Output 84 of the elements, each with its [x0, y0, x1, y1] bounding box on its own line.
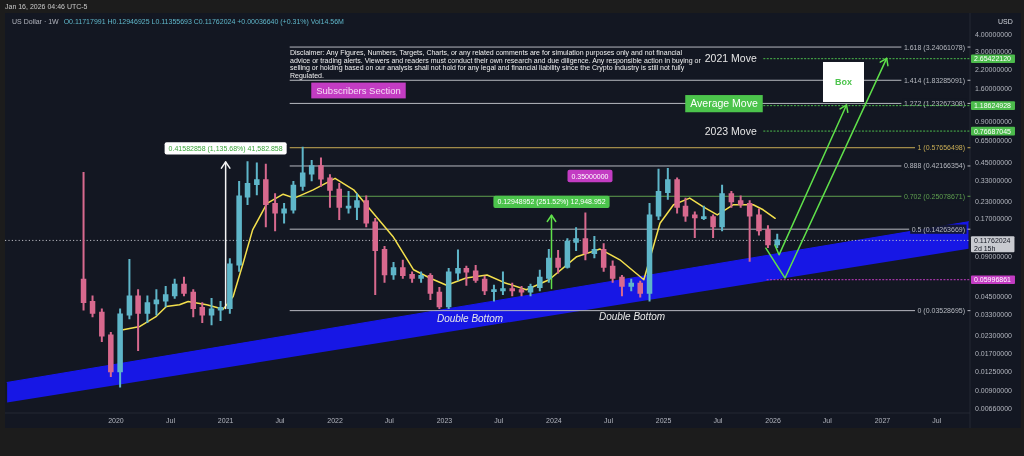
candlestick [737, 195, 744, 208]
candlestick [227, 258, 233, 314]
candlestick [463, 265, 470, 286]
candlestick [190, 289, 197, 318]
candlestick [80, 172, 87, 311]
candlestick [299, 146, 306, 191]
candlestick [455, 249, 461, 281]
candlestick [728, 190, 735, 208]
annotation: Average Move [690, 97, 758, 110]
candlestick [674, 177, 680, 214]
candlestick [254, 162, 260, 196]
candlestick [500, 271, 506, 295]
candlestick [655, 168, 662, 220]
candlestick [582, 212, 589, 261]
candlestick [546, 248, 552, 283]
candlestick [308, 159, 315, 182]
candlestick [135, 289, 141, 351]
candlestick [555, 250, 561, 274]
annotation: Box [834, 77, 852, 88]
candlestick [537, 269, 543, 292]
candlestick [244, 161, 251, 205]
line-series [122, 177, 776, 331]
candlestick [628, 278, 635, 292]
candlestick [418, 271, 424, 283]
candlestick [400, 259, 406, 279]
candlestick [99, 308, 105, 342]
candlestick [692, 211, 698, 238]
candlestick [318, 157, 324, 187]
candlestick [126, 259, 133, 320]
candlestick [372, 217, 378, 295]
candlestick [89, 295, 96, 318]
candlestick [171, 278, 178, 299]
candlestick [162, 285, 169, 308]
candlestick [591, 235, 598, 259]
candlestick [363, 195, 369, 228]
candlestick [290, 181, 297, 214]
candlestick [336, 182, 343, 220]
annotation: Double Bottom [436, 313, 504, 324]
candlestick [573, 227, 579, 251]
candlestick [272, 193, 278, 232]
candlestick [327, 174, 333, 208]
candlestick [682, 197, 689, 222]
candlestick [436, 287, 443, 309]
candlestick [472, 264, 479, 283]
candlestick [236, 181, 242, 272]
candlestick [345, 190, 352, 214]
candlestick [491, 284, 497, 302]
candlestick [390, 261, 397, 280]
candlestick [108, 332, 114, 378]
candlestick [144, 295, 151, 324]
candlestick [153, 289, 160, 316]
candlestick [609, 260, 616, 283]
candlestick [281, 202, 287, 224]
candlestick [409, 271, 415, 283]
candlestick [600, 243, 607, 272]
candlestick [199, 302, 206, 324]
candlestick [381, 246, 388, 283]
annotation: Subscribers Section [316, 84, 401, 96]
candlestick [701, 205, 707, 220]
candlestick [181, 276, 187, 297]
candlestick [427, 273, 434, 301]
candlestick [217, 300, 224, 322]
candlestick [756, 208, 762, 236]
candlestick [719, 184, 725, 232]
candlestick [646, 202, 653, 302]
candlestick [665, 168, 671, 200]
candlestick [509, 282, 515, 297]
annotation: 2021 Move [704, 52, 757, 65]
candlestick [710, 214, 716, 238]
annotation: Double Bottom [598, 310, 666, 322]
annotation: 2023 Move [704, 124, 757, 137]
candlestick [765, 225, 771, 249]
candlestick [481, 275, 488, 295]
candlestick [619, 274, 625, 297]
candlestick [564, 238, 571, 269]
candlestick [445, 268, 452, 309]
candlestick [518, 285, 525, 297]
candlestick [354, 193, 360, 220]
candlestick [117, 308, 123, 388]
candlestick [637, 280, 643, 298]
candlestick [746, 200, 753, 262]
candlestick [527, 283, 534, 297]
candlestick [263, 163, 269, 228]
candlestick [208, 298, 215, 326]
